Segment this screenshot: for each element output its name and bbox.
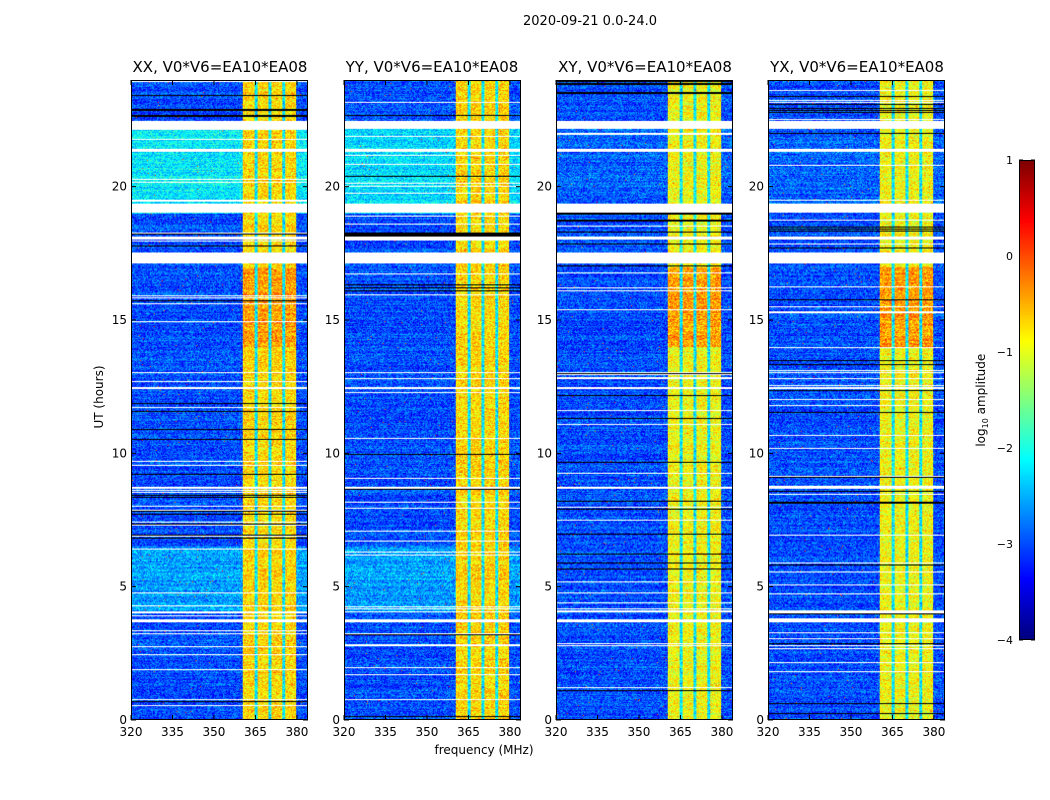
y-tick-label: 15 bbox=[112, 313, 127, 327]
x-tick-label: 320 bbox=[545, 725, 568, 739]
y-tick-label: 5 bbox=[756, 580, 764, 594]
x-tick-label: 335 bbox=[374, 725, 397, 739]
y-tick-label: 0 bbox=[119, 713, 127, 727]
x-tick-label: 365 bbox=[669, 725, 692, 739]
figure-title: 2020-09-21 0.0-24.0 bbox=[523, 14, 657, 29]
x-tick-label: 320 bbox=[333, 725, 356, 739]
y-tick-label: 0 bbox=[756, 713, 764, 727]
colorbar-tick-label: 0 bbox=[1006, 250, 1013, 263]
y-axis-label: UT (hours) bbox=[92, 365, 106, 429]
y-tick-label: 15 bbox=[537, 313, 552, 327]
y-tick-label: 0 bbox=[332, 713, 340, 727]
y-tick-label: 15 bbox=[325, 313, 340, 327]
panel-title-xy: XY, V0*V6=EA10*EA08 bbox=[558, 58, 732, 76]
x-tick-label: 380 bbox=[710, 725, 733, 739]
x-tick-label: 380 bbox=[498, 725, 521, 739]
panel-title-yx: YX, V0*V6=EA10*EA08 bbox=[770, 58, 944, 76]
colorbar-tick-label: −4 bbox=[997, 634, 1013, 647]
x-tick-label: 320 bbox=[120, 725, 143, 739]
x-tick-label: 380 bbox=[285, 725, 308, 739]
x-tick-label: 350 bbox=[416, 725, 439, 739]
x-tick-label: 365 bbox=[244, 725, 267, 739]
y-tick-label: 20 bbox=[325, 180, 340, 194]
panel-title-xx: XX, V0*V6=EA10*EA08 bbox=[132, 58, 308, 76]
x-tick-label: 335 bbox=[798, 725, 821, 739]
x-tick-label: 350 bbox=[628, 725, 651, 739]
colorbar-tick-label: −1 bbox=[997, 346, 1013, 359]
colorbar-tick-label: −2 bbox=[997, 442, 1013, 455]
y-tick-label: 20 bbox=[537, 180, 552, 194]
y-tick-label: 20 bbox=[749, 180, 764, 194]
x-tick-label: 365 bbox=[457, 725, 480, 739]
x-tick-label: 380 bbox=[922, 725, 945, 739]
y-tick-label: 10 bbox=[112, 446, 127, 460]
y-tick-label: 10 bbox=[537, 446, 552, 460]
y-tick-label: 10 bbox=[325, 446, 340, 460]
x-axis-label: frequency (MHz) bbox=[434, 743, 534, 757]
y-tick-label: 10 bbox=[749, 446, 764, 460]
x-tick-label: 335 bbox=[586, 725, 609, 739]
x-tick-label: 320 bbox=[757, 725, 780, 739]
colorbar-tick-label: −3 bbox=[997, 538, 1013, 551]
y-tick-label: 0 bbox=[544, 713, 552, 727]
x-tick-label: 365 bbox=[881, 725, 904, 739]
y-tick-label: 15 bbox=[749, 313, 764, 327]
y-tick-label: 5 bbox=[119, 580, 127, 594]
heatmap-yy bbox=[344, 80, 521, 720]
colorbar-label: log10 amplitude bbox=[973, 353, 991, 447]
x-tick-label: 350 bbox=[840, 725, 863, 739]
heatmap-yx bbox=[768, 80, 945, 720]
colorbar-tick-label: 1 bbox=[1006, 154, 1013, 167]
y-tick-label: 20 bbox=[112, 180, 127, 194]
x-tick-label: 350 bbox=[203, 725, 226, 739]
y-tick-label: 5 bbox=[544, 580, 552, 594]
heatmap-xx bbox=[131, 80, 308, 720]
x-tick-label: 335 bbox=[161, 725, 184, 739]
heatmap-xy bbox=[556, 80, 733, 720]
y-tick-label: 5 bbox=[332, 580, 340, 594]
panel-title-yy: YY, V0*V6=EA10*EA08 bbox=[345, 58, 519, 76]
colorbar bbox=[1019, 160, 1035, 640]
